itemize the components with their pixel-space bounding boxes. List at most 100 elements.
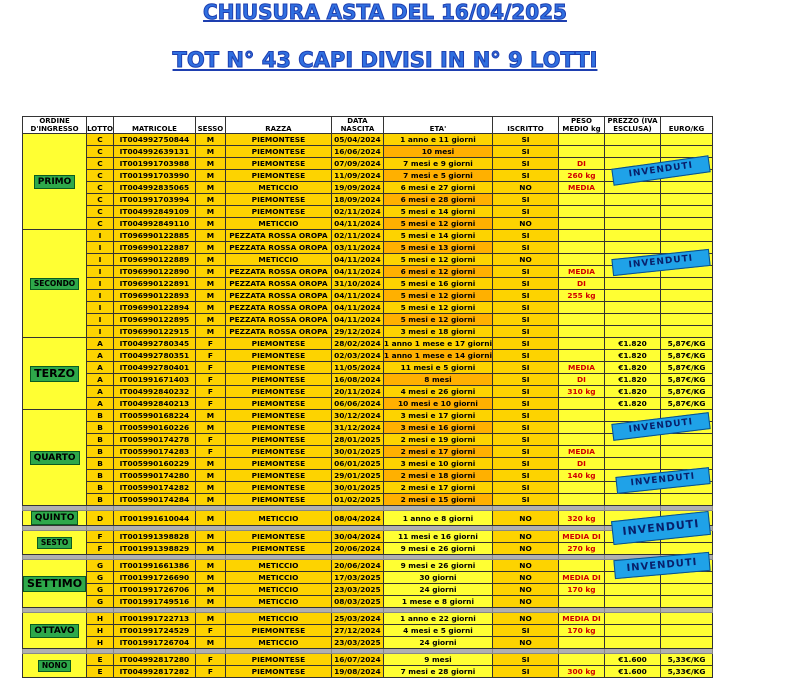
price-cell <box>604 583 661 596</box>
price-cell: €1.600 <box>604 665 661 678</box>
lot-cell: C <box>86 181 114 194</box>
registered-cell: SI <box>492 409 559 422</box>
weight-cell <box>558 193 605 206</box>
birth-date-cell: 04/11/2024 <box>330 301 384 314</box>
euro-kg-cell <box>660 181 713 194</box>
age-cell: 30 giorni <box>382 571 494 584</box>
breed-cell: METICCIO <box>224 559 332 572</box>
euro-kg-cell <box>660 445 713 458</box>
age-cell: 7 mesi e 5 giorni <box>382 169 494 182</box>
table-row: I IT096990122891 M PEZZATA ROSSA OROPA 31/10… <box>23 277 713 290</box>
lot-cell: G <box>86 571 114 584</box>
matricola-cell: IT096990122891 <box>112 277 196 290</box>
lot-cell: C <box>86 169 114 182</box>
lot-cell: B <box>86 445 114 458</box>
price-cell <box>604 636 661 649</box>
group-label: NONO <box>37 659 72 672</box>
price-cell: €1.820 <box>604 385 661 398</box>
registered-cell: NO <box>492 559 559 572</box>
registered-cell: NO <box>492 595 559 608</box>
price-cell <box>604 241 661 254</box>
sex-cell: M <box>194 205 226 218</box>
weight-cell <box>558 433 605 446</box>
sex-cell: M <box>194 493 226 506</box>
registered-cell: SI <box>492 265 559 278</box>
table-row: QUARTO B IT005990168224 M PIEMONTESE 30/12/20… <box>21 409 713 506</box>
birth-date-cell: 02/11/2024 <box>330 229 384 242</box>
registered-cell: NO <box>492 571 559 584</box>
weight-cell: MEDIA <box>558 265 605 278</box>
lot-cell: B <box>86 421 114 434</box>
lot-cell: I <box>86 253 114 266</box>
breed-cell: PIEMONTESE <box>224 349 332 362</box>
birth-date-cell: 11/09/2024 <box>330 169 384 182</box>
table-row: C IT004992849109 M PIEMONTESE 02/11/2024 5 me… <box>23 205 713 218</box>
birth-date-cell: 03/11/2024 <box>330 241 384 254</box>
table-row: QUINTO D IT001991610044 M METICCIO 08/04/2024… <box>21 510 713 526</box>
registered-cell: NO <box>492 583 559 596</box>
table-row: C IT004992835065 M METICCIO 19/09/2024 6 mesi… <box>23 181 713 194</box>
group-label-cell: QUARTO <box>21 409 88 506</box>
matricola-cell: IT004992817282 <box>112 665 196 678</box>
sex-cell: M <box>194 145 226 158</box>
column-header: RAZZA <box>224 116 332 134</box>
registered-cell: SI <box>492 481 559 494</box>
age-cell: 1 anno 1 mese e 17 giorni <box>382 337 494 350</box>
sex-cell: F <box>194 349 226 362</box>
sex-cell: F <box>194 624 226 637</box>
sex-cell: M <box>194 481 226 494</box>
sex-cell: M <box>194 181 226 194</box>
table-row: A IT004992780351 F PIEMONTESE 02/03/2024 1 an… <box>23 349 713 362</box>
age-cell: 10 mesi <box>382 145 494 158</box>
weight-cell <box>558 349 605 362</box>
registered-cell: SI <box>492 653 559 666</box>
weight-cell <box>558 301 605 314</box>
sex-cell: M <box>194 133 226 146</box>
price-cell: €1.820 <box>604 361 661 374</box>
lot-cell: C <box>86 193 114 206</box>
age-cell: 9 mesi e 26 giorni <box>382 542 494 555</box>
matricola-cell: IT005990168224 <box>112 409 196 422</box>
lot-cell: G <box>86 559 114 572</box>
birth-date-cell: 16/07/2024 <box>330 653 384 666</box>
weight-cell: 320 kg <box>558 510 605 526</box>
matricola-cell: IT004992750844 <box>112 133 196 146</box>
matricola-cell: IT001991703994 <box>112 193 196 206</box>
table-row: I IT096990122893 M PEZZATA ROSSA OROPA 04/11… <box>23 289 713 302</box>
group-label: SESTO <box>36 536 73 549</box>
breed-cell: PIEMONTESE <box>224 624 332 637</box>
age-cell: 9 mesi e 26 giorni <box>382 559 494 572</box>
euro-kg-cell: 5,87€/KG <box>660 349 713 362</box>
weight-cell <box>558 253 605 266</box>
registered-cell: NO <box>492 542 559 555</box>
breed-cell: PEZZATA ROSSA OROPA <box>224 289 332 302</box>
age-cell: 2 mesi e 19 giorni <box>382 433 494 446</box>
age-cell: 2 mesi e 18 giorni <box>382 469 494 482</box>
age-cell: 2 mesi e 17 giorni <box>382 481 494 494</box>
weight-cell: MEDIA DI <box>558 571 605 584</box>
lot-cell: I <box>86 325 114 338</box>
birth-date-cell: 16/08/2024 <box>330 373 384 386</box>
matricola-cell: IT001991671403 <box>112 373 196 386</box>
registered-cell: SI <box>492 205 559 218</box>
weight-cell: DI <box>558 457 605 470</box>
table-row: G IT001991726706 M METICCIO 23/03/2025 24 gio… <box>23 583 713 596</box>
matricola-cell: IT005990174282 <box>112 481 196 494</box>
birth-date-cell: 17/03/2025 <box>330 571 384 584</box>
price-cell <box>604 493 661 506</box>
column-header: PREZZO (IVA ESCLUSA) <box>604 116 661 134</box>
birth-date-cell: 19/09/2024 <box>330 181 384 194</box>
matricola-cell: IT005990174283 <box>112 445 196 458</box>
lot-cell: I <box>86 241 114 254</box>
age-cell: 5 mesi e 13 giorni <box>382 241 494 254</box>
registered-cell: SI <box>492 301 559 314</box>
lot-cell: H <box>86 636 114 649</box>
euro-kg-cell <box>660 193 713 206</box>
age-cell: 3 mesi e 16 giorni <box>382 421 494 434</box>
sex-cell: M <box>194 241 226 254</box>
table-row: B IT005990174280 M PIEMONTESE 29/01/2025 2 me… <box>23 469 713 482</box>
birth-date-cell: 30/01/2025 <box>330 445 384 458</box>
breed-cell: METICCIO <box>224 217 332 230</box>
table-row: H IT001991724529 F PIEMONTESE 27/12/2024 4 me… <box>23 624 713 637</box>
sex-cell: F <box>194 373 226 386</box>
